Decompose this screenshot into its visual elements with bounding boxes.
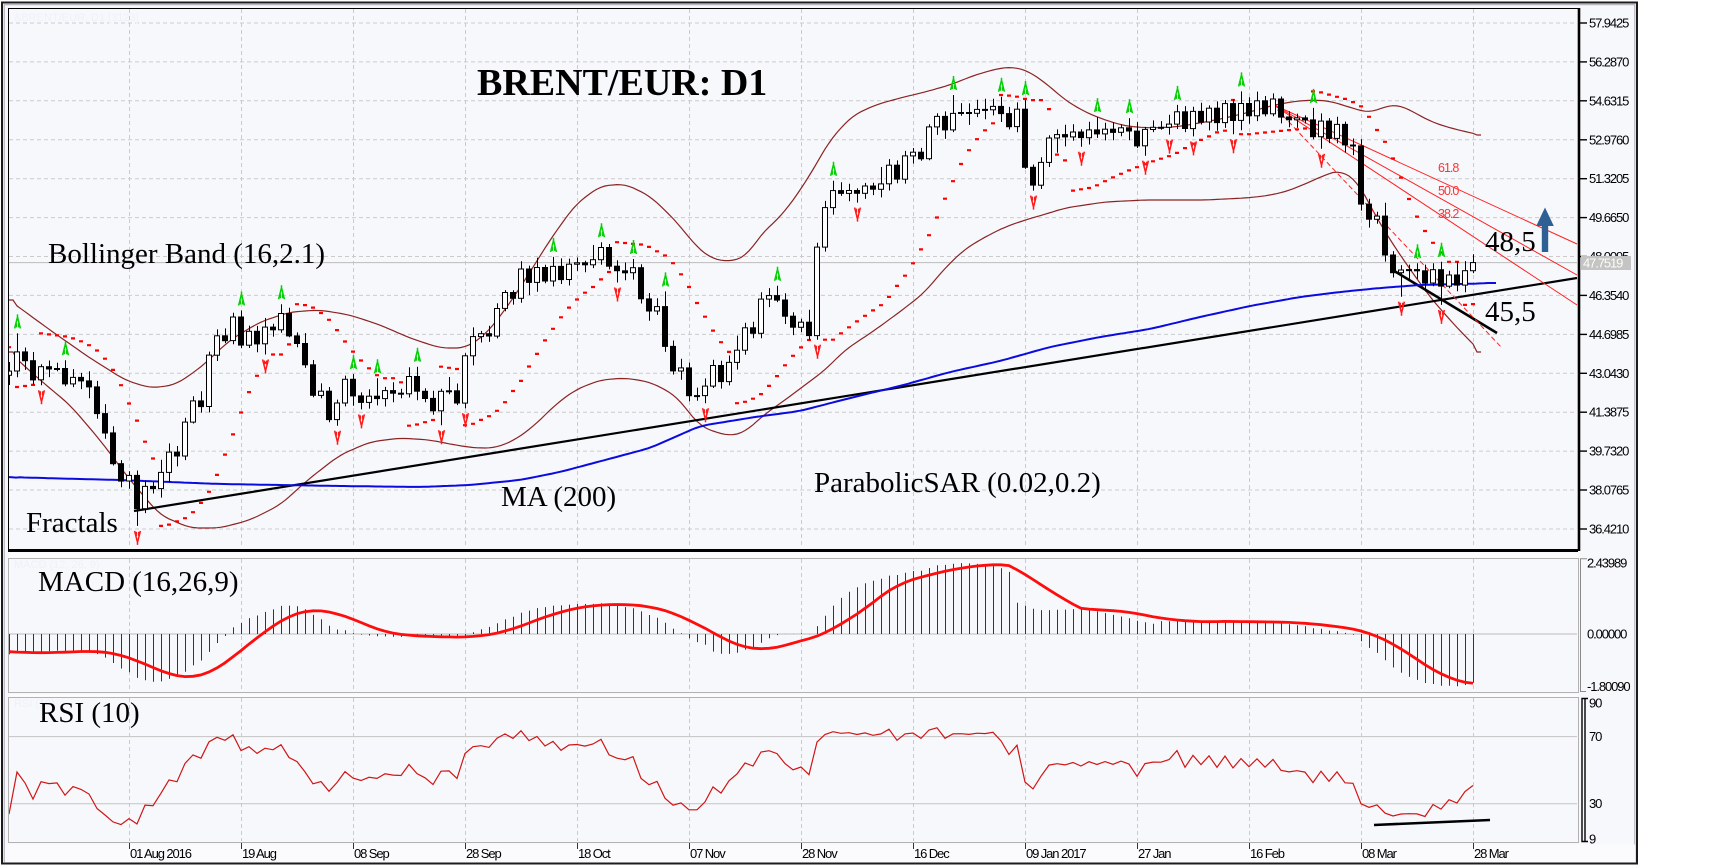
svg-text:BRENT/EUR: D1: BRENT/EUR: D1 bbox=[477, 62, 767, 104]
svg-text:36.4210: 36.4210 bbox=[1589, 522, 1629, 537]
svg-text:57.9425: 57.9425 bbox=[1589, 16, 1629, 31]
svg-text:50.0: 50.0 bbox=[1438, 184, 1459, 198]
svg-text:2.43989: 2.43989 bbox=[1587, 556, 1627, 571]
svg-text:45,5: 45,5 bbox=[1485, 296, 1536, 328]
svg-text:27 Jan: 27 Jan bbox=[1138, 846, 1171, 861]
svg-text:44.6985: 44.6985 bbox=[1589, 327, 1629, 342]
svg-text:08 Sep: 08 Sep bbox=[354, 846, 389, 861]
svg-text:-1.80090: -1.80090 bbox=[1587, 679, 1630, 694]
svg-text:Bollinger Band (16,2.1): Bollinger Band (16,2.1) bbox=[48, 238, 325, 270]
svg-text:56.2870: 56.2870 bbox=[1589, 54, 1629, 69]
svg-text:46.3540: 46.3540 bbox=[1589, 288, 1629, 303]
svg-text:ParabolicSAR (0.02,0.2): ParabolicSAR (0.02,0.2) bbox=[814, 467, 1101, 499]
svg-text:52.9760: 52.9760 bbox=[1589, 132, 1629, 147]
svg-text:51.3205: 51.3205 bbox=[1589, 171, 1629, 186]
svg-text:08 Mar: 08 Mar bbox=[1362, 846, 1398, 861]
svg-text:38.2: 38.2 bbox=[1438, 207, 1459, 221]
svg-text:RSI (10): RSI (10) bbox=[14, 698, 55, 710]
svg-text:07 Nov: 07 Nov bbox=[690, 846, 726, 861]
svg-text:47.7519: 47.7519 bbox=[1583, 256, 1623, 271]
svg-text:41.3875: 41.3875 bbox=[1589, 405, 1629, 420]
svg-text:48,5: 48,5 bbox=[1485, 226, 1536, 258]
svg-text:MA (200): MA (200) bbox=[501, 481, 616, 513]
svg-text:70: 70 bbox=[1589, 729, 1602, 744]
svg-text:&BRENT/EUR, D1 [3123]: &BRENT/EUR, D1 [3123] bbox=[14, 12, 139, 24]
svg-text:9: 9 bbox=[1589, 832, 1596, 847]
svg-text:61.8: 61.8 bbox=[1438, 161, 1459, 175]
svg-text:54.6315: 54.6315 bbox=[1589, 93, 1629, 108]
svg-text:MACD (12, 26, 9): MACD (12, 26, 9) bbox=[14, 559, 100, 571]
svg-text:18 Oct: 18 Oct bbox=[578, 846, 611, 861]
svg-text:28 Nov: 28 Nov bbox=[802, 846, 838, 861]
svg-text:RSI (10): RSI (10) bbox=[39, 697, 140, 729]
svg-text:30: 30 bbox=[1589, 796, 1602, 811]
svg-text:28 Mar: 28 Mar bbox=[1474, 846, 1510, 861]
svg-text:19 Aug: 19 Aug bbox=[242, 846, 277, 861]
svg-text:28 Sep: 28 Sep bbox=[466, 846, 501, 861]
svg-text:49.6650: 49.6650 bbox=[1589, 210, 1629, 225]
svg-text:90: 90 bbox=[1589, 696, 1602, 711]
svg-text:39.7320: 39.7320 bbox=[1589, 444, 1629, 459]
svg-text:0.00000: 0.00000 bbox=[1587, 627, 1627, 642]
svg-text:43.0430: 43.0430 bbox=[1589, 366, 1629, 381]
svg-text:16 Dec: 16 Dec bbox=[914, 846, 950, 861]
svg-text:MACD (16,26,9): MACD (16,26,9) bbox=[38, 566, 239, 598]
svg-text:16 Feb: 16 Feb bbox=[1250, 846, 1285, 861]
svg-text:Fractals: Fractals bbox=[26, 507, 118, 539]
svg-text:01 Aug 2016: 01 Aug 2016 bbox=[130, 846, 192, 861]
svg-text:09 Jan 2017: 09 Jan 2017 bbox=[1026, 846, 1086, 861]
svg-text:38.0765: 38.0765 bbox=[1589, 483, 1629, 498]
